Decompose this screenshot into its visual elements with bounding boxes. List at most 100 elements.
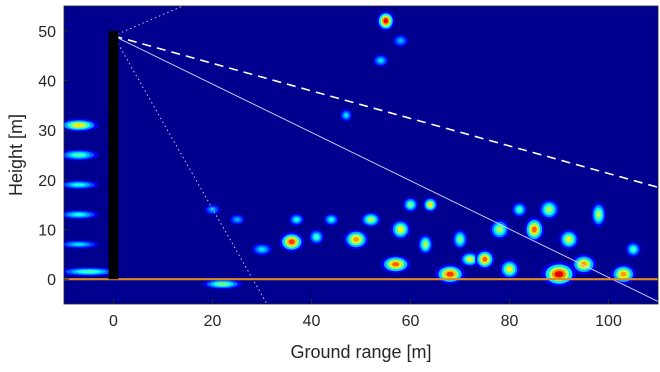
intensity-blob	[252, 243, 272, 256]
intensity-contour	[294, 218, 299, 222]
intensity-blob	[571, 254, 597, 275]
y-tick-label: 40	[38, 74, 56, 91]
intensity-blob	[64, 118, 99, 132]
x-tick-label: 20	[204, 313, 222, 330]
intensity-blob	[64, 180, 99, 190]
sight-line-dotted	[113, 35, 268, 304]
intensity-contour	[620, 271, 627, 277]
intensity-contour	[566, 236, 572, 242]
y-tick-label: 10	[38, 223, 56, 240]
intensity-blob	[373, 54, 389, 67]
intensity-blob	[418, 234, 433, 255]
intensity-blob	[202, 279, 243, 290]
intensity-contour	[596, 211, 601, 218]
intensity-blob	[591, 202, 606, 228]
intensity-blob	[376, 11, 395, 31]
x-tick-label: 100	[595, 313, 622, 330]
intensity-blob	[393, 34, 408, 47]
sight-line-dashed	[113, 35, 658, 189]
intensity-blob	[435, 264, 465, 285]
intensity-contour	[531, 226, 537, 233]
intensity-contour	[368, 217, 374, 222]
intensity-contour	[210, 208, 215, 211]
intensity-contour	[235, 218, 240, 221]
x-tick-label: 60	[402, 313, 420, 330]
y-tick-label: 30	[38, 123, 56, 140]
intensity-blob	[524, 217, 545, 242]
intensity-contour	[73, 183, 84, 186]
intensity-blob	[309, 229, 324, 245]
intensity-blob	[205, 204, 220, 215]
intensity-blob	[279, 232, 305, 252]
intensity-contour	[446, 271, 454, 277]
intensity-contour	[546, 207, 552, 213]
intensity-blob	[625, 241, 641, 257]
sight-line-solid	[113, 35, 658, 302]
intensity-contour	[259, 247, 265, 251]
intensity-blob	[611, 264, 636, 285]
tower	[108, 30, 119, 280]
plot-background	[64, 6, 658, 304]
intensity-blob	[499, 259, 520, 280]
intensity-contour	[383, 18, 388, 24]
intensity-blob	[64, 149, 99, 161]
intensity-contour	[428, 202, 433, 207]
intensity-blob	[340, 109, 353, 122]
y-axis-title: Height [m]	[6, 114, 26, 196]
intensity-contour	[392, 262, 400, 267]
intensity-contour	[580, 261, 587, 267]
plot-frame	[63, 5, 659, 305]
intensity-blob	[489, 219, 510, 240]
intensity-blob	[64, 210, 99, 220]
intensity-blob	[64, 240, 99, 249]
intensity-contour	[554, 271, 564, 278]
x-tick-label: 40	[303, 313, 321, 330]
intensity-blob	[361, 212, 381, 228]
intensity-contour	[81, 270, 97, 273]
intensity-contour	[217, 282, 228, 286]
intensity-blob	[512, 202, 527, 218]
intensity-blob	[474, 249, 495, 270]
intensity-contour	[329, 218, 334, 222]
x-tick-label: 80	[501, 313, 519, 330]
intensity-blob	[229, 214, 245, 225]
intensity-contour	[73, 123, 84, 127]
intensity-blob	[64, 267, 119, 277]
intensity-map	[64, 11, 641, 290]
intensity-contour	[497, 227, 503, 232]
intensity-contour	[631, 247, 636, 252]
intensity-contour	[507, 266, 512, 272]
intensity-contour	[458, 236, 462, 242]
intensity-blob	[289, 213, 304, 226]
intensity-blob	[539, 199, 559, 220]
intensity-blob	[422, 197, 438, 213]
intensity-contour	[73, 213, 84, 216]
axes: 0 20 40 60 80 100 0 10 20 30 40 50	[38, 5, 659, 330]
intensity-contour	[73, 153, 84, 157]
y-tick-label: 50	[38, 24, 56, 41]
intensity-contour	[73, 243, 84, 246]
geometry-overlay	[64, 6, 658, 304]
y-tick-label: 0	[47, 272, 56, 289]
intensity-contour	[398, 39, 403, 43]
intensity-contour	[423, 241, 428, 247]
intensity-contour	[517, 207, 522, 212]
x-axis-title: Ground range [m]	[290, 342, 431, 362]
intensity-contour	[408, 202, 413, 207]
intensity-contour	[467, 257, 473, 262]
intensity-contour	[288, 239, 295, 245]
intensity-blob	[452, 229, 468, 250]
x-tick-label: 0	[109, 313, 118, 330]
intensity-contour	[482, 256, 488, 262]
intensity-blob	[460, 251, 480, 267]
intensity-contour	[398, 227, 404, 232]
intensity-blob	[343, 229, 369, 250]
intensity-blob	[323, 213, 339, 226]
intensity-blob	[390, 219, 411, 240]
intensity-contour	[378, 59, 383, 63]
intensity-blob	[541, 261, 577, 287]
intensity-contour	[353, 236, 360, 242]
intensity-blob	[403, 197, 418, 213]
intensity-blob	[380, 255, 411, 274]
